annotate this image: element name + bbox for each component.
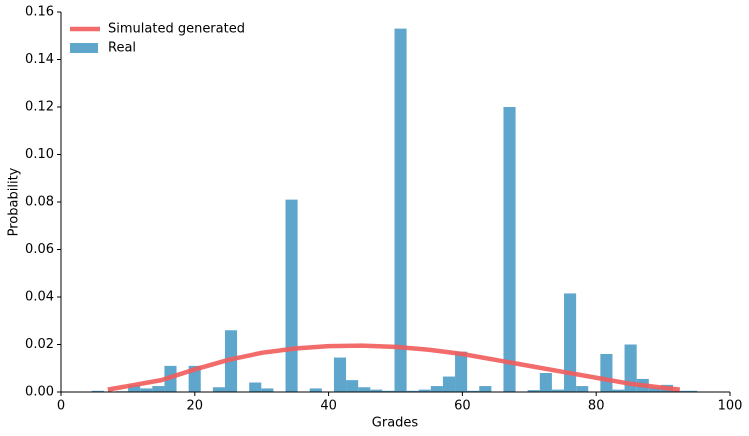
bar bbox=[576, 386, 589, 392]
y-tick-label: 0.16 bbox=[25, 5, 54, 20]
y-tick-label: 0.02 bbox=[25, 337, 54, 352]
bar bbox=[382, 390, 395, 392]
bar bbox=[467, 390, 480, 392]
x-tick-label: 20 bbox=[187, 399, 204, 414]
bar bbox=[285, 199, 298, 392]
bar bbox=[249, 382, 262, 392]
bar bbox=[430, 386, 443, 392]
bar bbox=[309, 388, 322, 392]
bar bbox=[564, 293, 577, 392]
y-tick-label: 0.14 bbox=[25, 52, 54, 67]
bar bbox=[261, 388, 274, 392]
bar bbox=[333, 357, 347, 392]
x-tick-label: 100 bbox=[718, 399, 743, 414]
y-tick-label: 0.00 bbox=[25, 385, 54, 400]
y-tick-label: 0.10 bbox=[25, 147, 54, 162]
bar bbox=[685, 390, 698, 392]
line bbox=[107, 343, 681, 392]
x-axis-label: Grades bbox=[372, 416, 419, 431]
x-tick-label: 80 bbox=[588, 399, 605, 414]
bar bbox=[140, 388, 153, 392]
bar bbox=[152, 386, 165, 392]
bar bbox=[418, 389, 431, 392]
bar bbox=[612, 389, 625, 392]
bar bbox=[527, 390, 540, 392]
bar bbox=[503, 107, 516, 392]
bar bbox=[600, 354, 613, 392]
bar bbox=[358, 387, 371, 392]
bar bbox=[551, 389, 565, 392]
bar bbox=[128, 384, 141, 392]
bar bbox=[539, 373, 552, 392]
bar bbox=[479, 386, 492, 392]
y-tick-label: 0.08 bbox=[25, 195, 54, 210]
legend-swatch bbox=[70, 43, 98, 53]
legend-label: Real bbox=[108, 41, 136, 56]
bar bbox=[394, 28, 407, 392]
bar bbox=[624, 344, 637, 392]
bar bbox=[212, 387, 225, 392]
y-tick-label: 0.06 bbox=[25, 242, 54, 257]
bar bbox=[406, 390, 419, 392]
bar bbox=[455, 351, 468, 392]
bar bbox=[91, 390, 104, 392]
bar bbox=[370, 389, 383, 392]
y-tick-label: 0.04 bbox=[25, 290, 54, 305]
x-tick-label: 60 bbox=[454, 399, 471, 414]
x-tick-label: 0 bbox=[57, 399, 65, 414]
bar bbox=[648, 387, 661, 392]
bar bbox=[346, 380, 359, 392]
x-tick-label: 40 bbox=[320, 399, 337, 414]
bar bbox=[442, 376, 456, 392]
legend-label: Simulated generated bbox=[108, 22, 245, 37]
y-tick-label: 0.12 bbox=[25, 100, 54, 115]
y-axis-label: Probability bbox=[7, 167, 22, 236]
